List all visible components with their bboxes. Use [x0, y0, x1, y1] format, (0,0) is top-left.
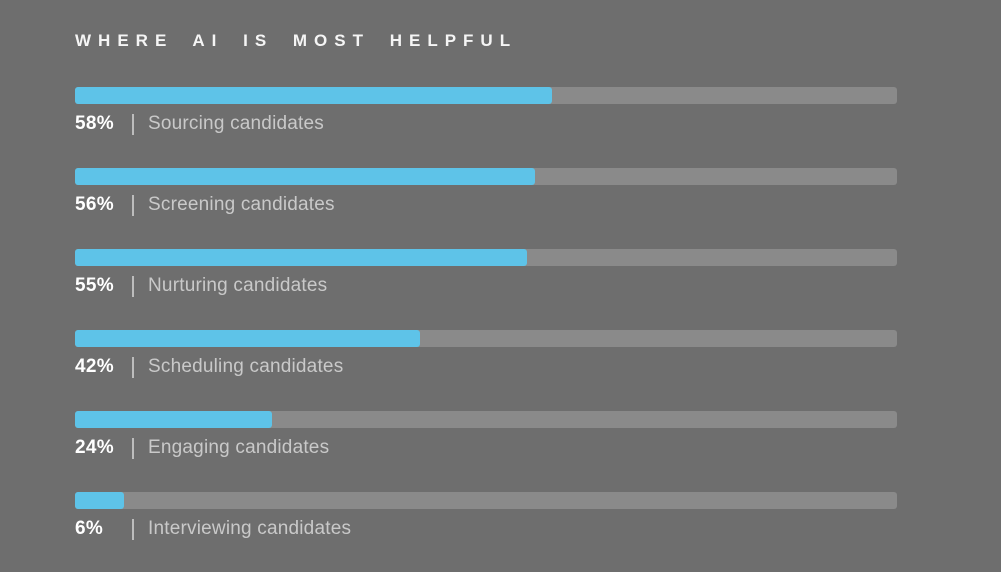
chart-row: 42% Scheduling candidates [75, 330, 897, 378]
bar-fill [75, 168, 536, 185]
bar-fill [75, 492, 125, 509]
bar-caption: 42% Scheduling candidates [75, 356, 897, 378]
percent-value: 58% [75, 113, 114, 134]
separator [132, 356, 134, 378]
bar-chart: 58% Sourcing candidates 56% Screening ca… [75, 87, 897, 540]
bar-fill [75, 249, 528, 266]
chart-row: 56% Screening candidates [75, 168, 897, 216]
bar-caption: 55% Nurturing candidates [75, 275, 897, 297]
bar-label: Interviewing candidates [148, 518, 352, 539]
separator [132, 437, 134, 459]
separator [132, 275, 134, 297]
percent-value: 6% [75, 518, 104, 539]
bar-label: Scheduling candidates [148, 356, 344, 377]
percent-value: 24% [75, 437, 114, 458]
bar-caption: 6% Interviewing candidates [75, 518, 897, 540]
chart-row: 24% Engaging candidates [75, 411, 897, 459]
bar-track [75, 168, 897, 185]
bar-caption: 58% Sourcing candidates [75, 113, 897, 135]
percent-value: 55% [75, 275, 114, 296]
bar-fill [75, 411, 273, 428]
chart-title: WHERE AI IS MOST HELPFUL [75, 31, 518, 50]
bar-fill [75, 87, 552, 104]
bar-fill [75, 330, 421, 347]
bar-label: Nurturing candidates [148, 275, 328, 296]
separator [132, 518, 134, 540]
bar-caption: 56% Screening candidates [75, 194, 897, 216]
percent-value: 56% [75, 194, 114, 215]
chart-row: 58% Sourcing candidates [75, 87, 897, 135]
bar-track [75, 249, 897, 266]
percent-value: 42% [75, 356, 114, 377]
separator [132, 113, 134, 135]
bar-label: Sourcing candidates [148, 113, 324, 134]
bar-label: Engaging candidates [148, 437, 330, 458]
separator [132, 194, 134, 216]
bar-caption: 24% Engaging candidates [75, 437, 897, 459]
bar-track [75, 411, 897, 428]
bar-track [75, 492, 897, 509]
chart-row: 6% Interviewing candidates [75, 492, 897, 540]
bar-label: Screening candidates [148, 194, 335, 215]
bar-track [75, 87, 897, 104]
chart-row: 55% Nurturing candidates [75, 249, 897, 297]
bar-track [75, 330, 897, 347]
